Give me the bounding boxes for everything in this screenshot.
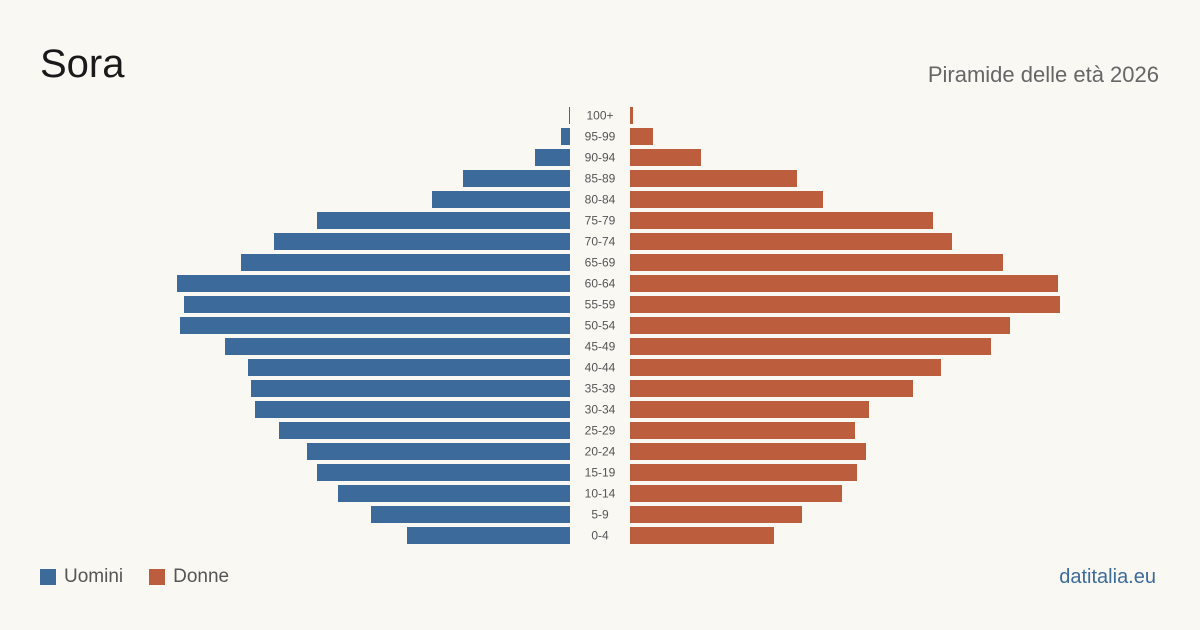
bar-men-90-94 — [535, 149, 570, 166]
bar-women-20-24 — [630, 443, 866, 460]
bar-women-15-19 — [630, 464, 857, 481]
bar-women-60-64 — [630, 275, 1058, 292]
legend-swatch-men — [40, 569, 56, 585]
bar-women-25-29 — [630, 422, 855, 439]
bar-women-80-84 — [630, 191, 823, 208]
bar-women-30-34 — [630, 401, 869, 418]
bar-men-100+ — [569, 107, 570, 124]
age-group-label: 85-89 — [585, 172, 616, 186]
age-group-label: 0-4 — [591, 529, 609, 543]
bar-women-65-69 — [630, 254, 1003, 271]
legend-label-women: Donne — [173, 566, 230, 587]
bar-men-30-34 — [255, 401, 570, 418]
bar-men-50-54 — [180, 317, 570, 334]
bar-men-40-44 — [248, 359, 570, 376]
legend-label-men: Uomini — [64, 566, 124, 587]
bar-women-100+ — [630, 107, 633, 124]
page-title: Sora — [40, 42, 125, 86]
age-group-label: 55-59 — [585, 298, 616, 312]
age-group-label: 50-54 — [585, 319, 616, 333]
bar-women-85-89 — [630, 170, 797, 187]
bar-men-80-84 — [432, 191, 570, 208]
bar-men-5-9 — [371, 506, 570, 523]
age-group-label: 5-9 — [591, 508, 609, 522]
age-group-label: 65-69 — [585, 256, 616, 270]
age-group-label: 100+ — [586, 109, 613, 123]
age-group-label: 75-79 — [585, 214, 616, 228]
bar-men-25-29 — [279, 422, 570, 439]
bar-men-60-64 — [177, 275, 570, 292]
bar-women-10-14 — [630, 485, 842, 502]
bar-men-70-74 — [274, 233, 570, 250]
age-group-label: 20-24 — [585, 445, 616, 459]
bar-men-20-24 — [307, 443, 570, 460]
brand-link[interactable]: datitalia.eu — [1059, 566, 1156, 588]
age-group-label: 60-64 — [585, 277, 616, 291]
bar-men-15-19 — [317, 464, 570, 481]
bar-men-75-79 — [317, 212, 570, 229]
bar-women-50-54 — [630, 317, 1010, 334]
bar-women-40-44 — [630, 359, 941, 376]
age-group-label: 90-94 — [585, 151, 616, 165]
bar-men-45-49 — [225, 338, 570, 355]
legend-item-women: Donne — [149, 566, 229, 588]
bar-women-55-59 — [630, 296, 1060, 313]
bar-women-90-94 — [630, 149, 701, 166]
bar-men-65-69 — [241, 254, 570, 271]
bar-men-95-99 — [561, 128, 570, 145]
bar-women-45-49 — [630, 338, 991, 355]
age-group-label: 35-39 — [585, 382, 616, 396]
bar-men-0-4 — [407, 527, 570, 544]
bar-women-75-79 — [630, 212, 933, 229]
legend: Uomini Donne — [40, 566, 255, 588]
chart-subtitle: Piramide delle età 2026 — [927, 62, 1159, 87]
age-group-label: 95-99 — [585, 130, 616, 144]
age-group-label: 70-74 — [585, 235, 616, 249]
age-group-label: 10-14 — [585, 487, 616, 501]
bar-women-5-9 — [630, 506, 802, 523]
age-group-label: 40-44 — [585, 361, 616, 375]
age-group-label: 15-19 — [585, 466, 616, 480]
bar-women-95-99 — [630, 128, 653, 145]
population-pyramid-chart: 100+ 95-99 90-94 85-89 80-84 75-79 70-74 65-69 6… — [177, 107, 1060, 544]
age-group-label: 25-29 — [585, 424, 616, 438]
bar-men-35-39 — [251, 380, 570, 397]
bar-men-85-89 — [463, 170, 570, 187]
legend-item-men: Uomini — [40, 566, 123, 588]
bar-women-0-4 — [630, 527, 774, 544]
legend-swatch-women — [149, 569, 166, 585]
bar-men-55-59 — [184, 296, 570, 313]
bar-men-10-14 — [338, 485, 570, 502]
age-group-label: 45-49 — [585, 340, 616, 354]
age-group-label: 30-34 — [585, 403, 616, 417]
bar-women-70-74 — [630, 233, 952, 250]
bar-women-35-39 — [630, 380, 913, 397]
age-group-label: 80-84 — [585, 193, 616, 207]
